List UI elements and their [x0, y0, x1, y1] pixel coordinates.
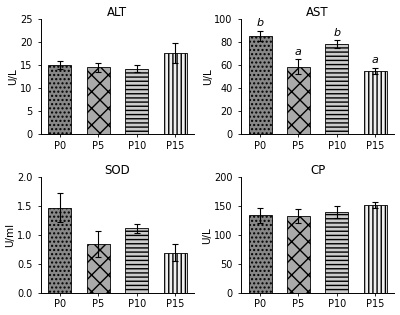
- Bar: [364, 205, 387, 293]
- Text: a: a: [372, 55, 379, 66]
- Bar: [248, 36, 272, 134]
- Bar: [364, 71, 387, 134]
- Bar: [164, 253, 186, 293]
- Bar: [287, 216, 310, 293]
- Bar: [325, 212, 348, 293]
- Bar: [87, 67, 110, 134]
- Y-axis label: U/L: U/L: [203, 227, 213, 244]
- Y-axis label: U/L: U/L: [203, 68, 213, 85]
- Bar: [87, 244, 110, 293]
- Text: b: b: [256, 18, 264, 28]
- Text: a: a: [295, 47, 302, 57]
- Bar: [287, 66, 310, 134]
- Y-axis label: U/L: U/L: [8, 68, 18, 85]
- Bar: [164, 53, 186, 134]
- Bar: [125, 228, 148, 293]
- Bar: [248, 215, 272, 293]
- Bar: [48, 65, 71, 134]
- Title: SOD: SOD: [104, 164, 130, 177]
- Bar: [325, 44, 348, 134]
- Bar: [125, 69, 148, 134]
- Title: ALT: ALT: [107, 6, 128, 19]
- Y-axis label: U/ml: U/ml: [6, 223, 16, 247]
- Title: AST: AST: [306, 6, 329, 19]
- Bar: [48, 208, 71, 293]
- Title: CP: CP: [310, 164, 325, 177]
- Text: b: b: [333, 28, 340, 38]
